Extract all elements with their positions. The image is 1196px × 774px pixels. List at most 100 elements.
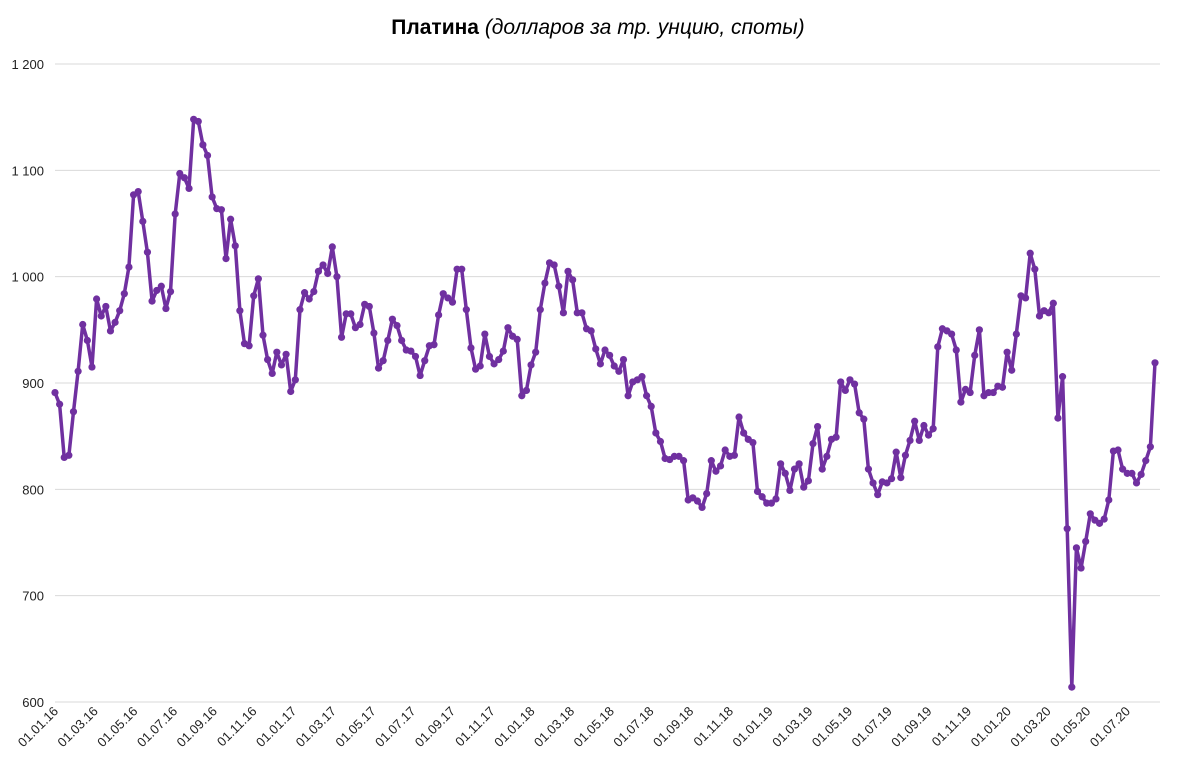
data-point xyxy=(217,206,225,214)
data-point xyxy=(282,350,290,358)
data-point xyxy=(564,267,572,275)
data-point xyxy=(559,309,568,317)
data-point xyxy=(716,462,725,470)
data-point xyxy=(254,275,262,283)
x-tick-label: 01.05.20 xyxy=(1047,704,1093,750)
data-point xyxy=(610,362,618,370)
data-point xyxy=(106,327,115,335)
x-tick-label: 01.05.16 xyxy=(94,704,140,750)
x-tick-label: 01.05.17 xyxy=(332,704,378,750)
data-point xyxy=(934,343,942,351)
data-point xyxy=(227,215,235,223)
x-tick-label: 01.05.18 xyxy=(571,704,617,750)
data-point xyxy=(1095,519,1104,527)
data-point xyxy=(310,287,318,296)
x-tick-label: 01.11.16 xyxy=(214,704,260,750)
data-point xyxy=(707,457,715,465)
x-tick-label: 01.11.17 xyxy=(452,704,498,750)
data-point xyxy=(786,486,794,494)
data-point xyxy=(804,477,812,485)
data-point xyxy=(435,311,443,319)
data-point xyxy=(1077,564,1085,572)
data-point xyxy=(485,352,494,361)
data-point xyxy=(578,309,586,317)
series-platinum xyxy=(51,115,1159,691)
gridlines xyxy=(55,63,1160,703)
data-point xyxy=(1137,470,1145,479)
data-point xyxy=(790,465,799,473)
data-point xyxy=(134,188,142,196)
data-point xyxy=(532,348,540,356)
data-point xyxy=(176,169,184,178)
data-point xyxy=(897,474,905,482)
data-point xyxy=(65,451,73,459)
x-tick-label: 01.03.20 xyxy=(1007,704,1053,750)
data-point xyxy=(421,357,429,365)
data-point xyxy=(957,398,965,406)
data-point xyxy=(171,210,179,218)
chart-title-italic: (долларов за тр. унцию, споты) xyxy=(484,16,805,39)
data-point xyxy=(370,329,378,337)
data-point xyxy=(305,295,313,303)
data-point xyxy=(1100,515,1108,523)
data-point xyxy=(753,487,762,496)
data-point xyxy=(268,369,276,378)
data-point xyxy=(1054,414,1062,422)
data-point xyxy=(892,448,900,456)
y-tick-label: 700 xyxy=(22,589,44,604)
data-point xyxy=(823,452,831,460)
data-point xyxy=(56,400,64,408)
data-point xyxy=(1151,359,1159,367)
data-point xyxy=(749,438,757,447)
data-point xyxy=(915,436,923,445)
data-point xyxy=(236,307,244,315)
data-point xyxy=(698,503,706,512)
data-point xyxy=(125,263,133,271)
data-point xyxy=(153,286,161,295)
x-tick-label: 01.01.20 xyxy=(968,704,1014,750)
data-point xyxy=(642,392,651,400)
x-tick-label: 01.01.18 xyxy=(491,704,537,750)
data-point xyxy=(162,304,170,313)
data-point xyxy=(795,460,803,468)
data-point xyxy=(333,273,341,281)
x-tick-label: 01.07.19 xyxy=(849,704,895,750)
data-point xyxy=(841,386,849,395)
x-tick-label: 01.09.18 xyxy=(650,704,696,750)
data-point xyxy=(166,287,175,296)
data-point xyxy=(647,402,655,410)
data-point xyxy=(920,421,928,430)
x-tick-label: 01.03.18 xyxy=(531,704,577,750)
data-point xyxy=(712,467,720,475)
x-tick-label: 01.03.16 xyxy=(54,704,100,750)
data-point xyxy=(587,327,595,335)
x-axis-labels: 01.01.1601.03.1601.05.1601.07.1601.09.16… xyxy=(15,704,1133,750)
data-point xyxy=(314,267,323,275)
data-point xyxy=(245,342,253,350)
data-point xyxy=(250,292,258,300)
y-tick-label: 1 100 xyxy=(11,163,44,178)
data-point xyxy=(388,315,396,323)
data-point xyxy=(88,363,96,371)
data-point xyxy=(656,437,665,446)
data-point xyxy=(887,475,896,483)
data-point xyxy=(693,497,702,505)
data-point xyxy=(638,373,646,381)
data-point xyxy=(1026,249,1034,257)
data-point xyxy=(79,320,87,329)
data-point xyxy=(675,452,683,460)
data-point xyxy=(800,483,808,491)
data-point xyxy=(231,242,239,250)
x-tick-label: 01.03.17 xyxy=(293,704,339,750)
data-point xyxy=(328,243,336,251)
data-point xyxy=(869,479,877,487)
data-point xyxy=(458,265,466,273)
data-point xyxy=(157,282,165,290)
data-point xyxy=(1035,312,1044,320)
x-tick-label: 01.01.16 xyxy=(15,704,61,750)
y-axis-labels: 600 700 800 900 1 000 1 100 1 200 xyxy=(11,57,44,710)
data-point xyxy=(772,495,780,503)
data-point xyxy=(222,254,230,263)
data-point xyxy=(393,321,401,330)
